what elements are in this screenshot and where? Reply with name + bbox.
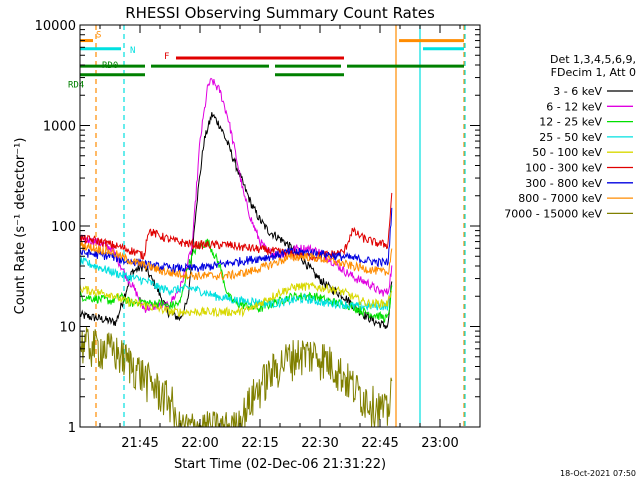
legend-label-2: 12 - 25 keV xyxy=(539,116,602,129)
legend-label-6: 300 - 800 keV xyxy=(525,177,602,190)
legend-label-8: 7000 - 15000 keV xyxy=(504,207,602,220)
series-line-7 xyxy=(80,241,393,281)
legend-header-0: Det 1,3,4,5,6,9, xyxy=(550,53,636,66)
x-tick-label-1: 22:00 xyxy=(181,436,218,451)
flag-label-f: F xyxy=(164,52,169,62)
x-tick-label-5: 23:00 xyxy=(421,436,458,451)
legend-label-1: 6 - 12 keV xyxy=(546,100,602,113)
x-tick-label-2: 22:15 xyxy=(241,436,278,451)
y-tick-label-0: 1 xyxy=(68,421,76,436)
flag-label-rd0: RD0 xyxy=(102,61,118,71)
x-tick-label-3: 22:30 xyxy=(301,436,338,451)
x-tick-label-4: 22:45 xyxy=(361,436,398,451)
series-line-8 xyxy=(80,327,393,427)
y-tick-label-4: 10000 xyxy=(35,19,76,34)
legend-label-0: 3 - 6 keV xyxy=(553,85,602,98)
y-tick-label-3: 1000 xyxy=(43,120,76,135)
series-line-4 xyxy=(80,282,393,318)
series-line-0 xyxy=(80,112,393,329)
y-axis-label: Count Rate (s⁻¹ detector⁻¹) xyxy=(13,138,28,315)
series-line-5 xyxy=(80,192,393,262)
legend-label-5: 100 - 300 keV xyxy=(525,162,602,175)
flag-label-rd4: RD4 xyxy=(68,81,84,91)
flag-label-s: S xyxy=(96,31,101,41)
series-line-6 xyxy=(80,207,393,274)
legend-label-4: 50 - 100 keV xyxy=(532,146,602,159)
chart-title: RHESSI Observing Summary Count Rates xyxy=(125,4,435,22)
legend-label-7: 800 - 7000 keV xyxy=(518,192,602,205)
x-axis-label: Start Time (02-Dec-06 21:31:22) xyxy=(174,457,386,472)
x-tick-label-0: 21:45 xyxy=(121,436,158,451)
y-tick-label-1: 10 xyxy=(59,321,76,336)
flag-label-n: N xyxy=(130,46,135,56)
y-tick-label-2: 100 xyxy=(51,220,76,235)
series-line-3 xyxy=(80,257,393,312)
legend-label-3: 25 - 50 keV xyxy=(539,131,602,144)
footer-date: 18-Oct-2021 07:50 xyxy=(560,469,636,478)
legend-header-1: FDecim 1, Att 0 xyxy=(551,66,636,79)
